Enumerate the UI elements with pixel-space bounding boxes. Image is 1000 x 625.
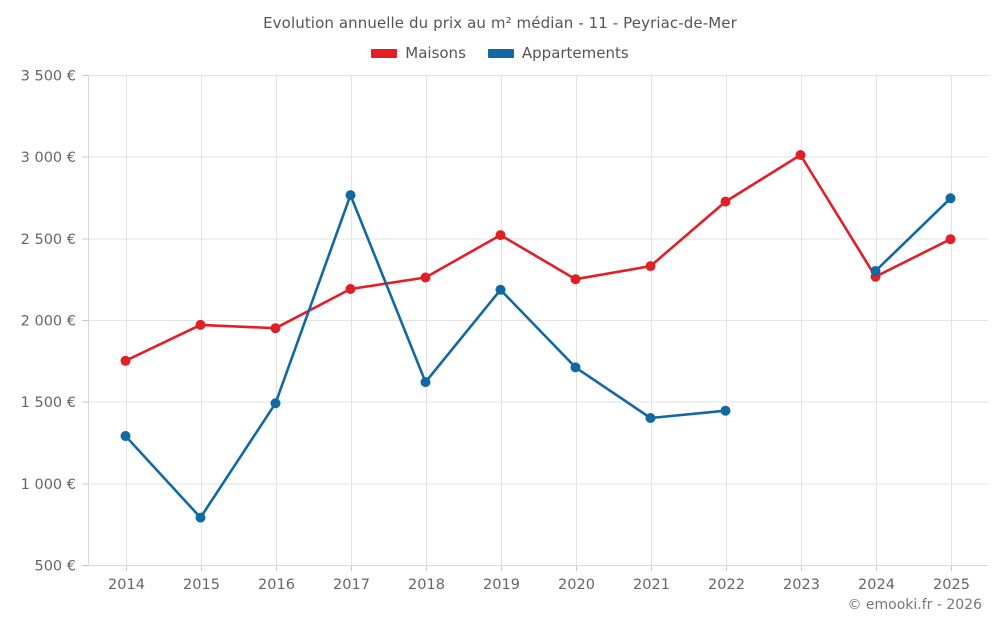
x-axis-tick-label: 2017 — [333, 577, 370, 593]
y-axis-tick-label: 2 000 € — [21, 314, 76, 330]
data-point[interactable] — [495, 284, 506, 295]
x-axis-tick-label: 2018 — [408, 577, 445, 593]
data-point[interactable] — [945, 193, 956, 204]
legend-label-appartements: Appartements — [521, 44, 629, 62]
y-axis-tick-label: 500 € — [34, 559, 76, 575]
data-point[interactable] — [195, 319, 206, 330]
legend-swatch-maisons — [371, 48, 398, 58]
x-axis-tick-label: 2025 — [933, 577, 970, 593]
series-maisons — [120, 150, 956, 366]
legend-label-maisons: Maisons — [405, 44, 466, 62]
footer-credit: © emooki.fr - 2026 — [847, 597, 982, 613]
x-axis-tick-label: 2022 — [708, 577, 745, 593]
data-point[interactable] — [795, 150, 806, 160]
data-point[interactable] — [345, 284, 356, 294]
series-line — [124, 153, 952, 363]
legend-item-maisons[interactable]: Maisons — [371, 44, 466, 62]
legend-item-appartements[interactable]: Appartements — [487, 44, 629, 62]
data-point[interactable] — [120, 355, 131, 366]
data-point[interactable] — [495, 230, 506, 241]
series-line — [124, 193, 952, 519]
y-axis-tick-label: 1 000 € — [21, 477, 76, 493]
x-axis-tick-label: 2015 — [183, 577, 220, 593]
x-axis-tick-label: 2024 — [858, 577, 895, 593]
data-point[interactable] — [345, 190, 356, 201]
x-axis-tick-label: 2016 — [258, 577, 295, 593]
data-point[interactable] — [420, 377, 431, 388]
legend-swatch-appartements — [487, 48, 514, 58]
x-axis-tick-label: 2021 — [633, 577, 670, 593]
data-point[interactable] — [195, 512, 206, 523]
y-axis-tick-label: 1 500 € — [21, 395, 76, 411]
data-point[interactable] — [270, 323, 281, 334]
y-axis-tick-label: 3 000 € — [21, 150, 76, 166]
data-point[interactable] — [645, 261, 656, 272]
chart-legend: Maisons Appartements — [0, 44, 1000, 62]
x-axis-tick-label: 2023 — [783, 577, 820, 593]
data-point[interactable] — [945, 234, 956, 245]
data-point[interactable] — [720, 196, 731, 207]
data-point[interactable] — [870, 266, 881, 276]
y-axis-tick-label: 2 500 € — [21, 232, 76, 248]
data-point[interactable] — [270, 398, 281, 409]
data-point[interactable] — [420, 272, 431, 283]
x-axis-tick-label: 2019 — [483, 577, 520, 593]
data-point[interactable] — [120, 431, 131, 441]
data-point[interactable] — [570, 274, 581, 285]
x-axis-tick-label: 2014 — [108, 577, 145, 593]
x-axis-tick-label: 2020 — [558, 577, 595, 593]
chart-title: Evolution annuelle du prix au m² médian … — [263, 14, 737, 32]
data-point[interactable] — [720, 405, 731, 416]
y-axis-tick-label: 3 500 € — [21, 69, 76, 85]
data-point[interactable] — [645, 413, 656, 423]
data-point[interactable] — [570, 362, 581, 373]
series-appartements — [120, 190, 956, 523]
